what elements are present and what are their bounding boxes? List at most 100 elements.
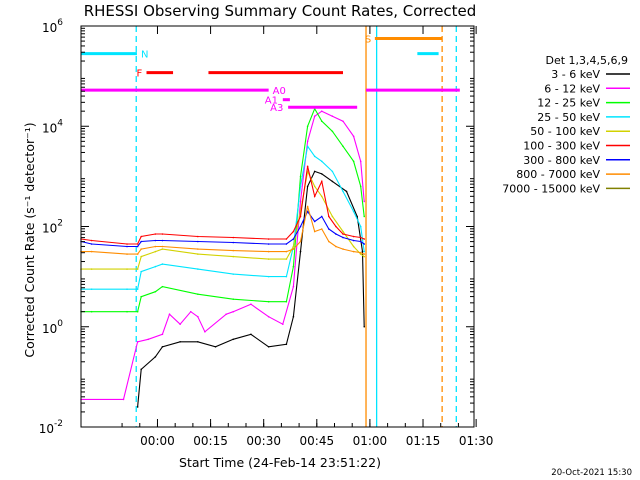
data-point-800-7000-kev-1 [90, 250, 93, 253]
data-point-100-300-kev-18 [342, 233, 344, 235]
state-bar-n: N [81, 50, 439, 61]
data-point-12-25-kev-10 [285, 300, 288, 303]
data-point-3-6-kev-24 [363, 325, 366, 328]
data-point-12-25-kev-18 [352, 160, 355, 163]
data-point-25-50-kev-17 [342, 190, 344, 193]
data-point-12-25-kev-15 [320, 120, 323, 123]
series-300-800-kev [80, 210, 366, 248]
state-bar-label-a3: A3 [270, 103, 283, 114]
y-tick-label-4: 106 [42, 18, 63, 35]
data-point-800-7000-kev-8 [232, 249, 235, 252]
data-point-100-300-kev-19 [352, 235, 355, 238]
state-bar-a1: A1 [265, 96, 290, 107]
legend-label-7000-15000-kev: 7000 - 15000 keV [502, 182, 600, 195]
chart-title: RHESSI Observing Summary Count Rates, Co… [84, 2, 477, 20]
data-point-50-100-kev-10 [285, 258, 288, 260]
data-point-3-6-kev-9 [197, 340, 199, 343]
data-point-25-50-kev-18 [352, 210, 355, 213]
data-point-25-50-kev-15 [320, 160, 323, 163]
data-point-25-50-kev-19 [359, 225, 362, 228]
data-point-12-25-kev-5 [154, 290, 157, 293]
data-point-300-800-kev-16 [328, 228, 330, 230]
legend-label-3-6-kev: 3 - 6 keV [551, 68, 600, 81]
data-point-100-300-kev-14 [313, 195, 316, 198]
data-point-800-7000-kev-3 [136, 253, 139, 255]
data-point-50-100-kev-2 [126, 268, 128, 270]
data-point-50-100-kev-9 [267, 258, 270, 260]
data-point-12-25-kev-6 [161, 285, 164, 288]
data-point-50-100-kev-5 [154, 250, 157, 253]
data-point-800-7000-kev-2 [126, 253, 128, 255]
x-tick-label-4: 01:00 [353, 434, 388, 448]
data-point-100-300-kev-2 [126, 243, 128, 245]
data-point-100-300-kev-20 [359, 236, 362, 239]
data-point-6-12-kev-22 [352, 135, 355, 138]
y-tick-label-3: 104 [42, 118, 63, 135]
data-point-300-800-kev-6 [161, 239, 164, 242]
y-tick-exp-2: 2 [57, 219, 63, 229]
y-axis-label: Corrected Count Rate (s⁻¹ detector⁻¹) [22, 122, 37, 357]
state-bar-f: F [137, 69, 343, 80]
data-point-6-12-kev-16 [299, 200, 302, 203]
data-point-3-6-kev-19 [320, 173, 323, 175]
data-point-12-25-kev-17 [342, 145, 344, 148]
data-point-300-800-kev-4 [140, 240, 142, 243]
data-point-12-25-kev-20 [363, 215, 366, 218]
data-point-25-50-kev-2 [126, 288, 128, 290]
data-point-6-12-kev-18 [313, 115, 316, 118]
data-point-6-12-kev-24 [363, 200, 366, 203]
legend-label-25-50-kev: 25 - 50 keV [537, 111, 600, 124]
series-line-800-7000-kev-0 [81, 206, 365, 255]
data-point-300-800-kev-15 [320, 215, 323, 218]
data-point-50-100-kev-19 [359, 253, 362, 255]
data-point-300-800-kev-7 [197, 240, 199, 243]
data-point-100-300-kev-7 [197, 235, 199, 238]
series-50-100-kev [80, 169, 366, 270]
timestamp-label: 20-Oct-2021 15:30 [551, 468, 632, 478]
data-point-800-7000-kev-5 [154, 245, 157, 248]
data-point-6-12-kev-21 [342, 120, 344, 123]
data-point-25-50-kev-4 [140, 270, 142, 273]
data-point-800-7000-kev-7 [197, 248, 199, 250]
legend-header: Det 1,3,4,5,6,9 [545, 54, 628, 67]
state-bar-label-n: N [141, 50, 148, 61]
data-point-25-50-kev-10 [285, 275, 288, 278]
data-point-300-800-kev-2 [126, 245, 128, 248]
data-point-12-25-kev-1 [90, 310, 93, 313]
data-point-300-800-kev-12 [299, 225, 302, 228]
data-point-25-50-kev-7 [197, 268, 199, 270]
y-tick-label-0: 10-2 [39, 419, 63, 436]
data-point-6-12-kev-11 [232, 310, 235, 313]
data-point-800-7000-kev-6 [161, 245, 164, 248]
data-point-12-25-kev-2 [126, 310, 128, 313]
data-point-800-7000-kev-19 [352, 250, 355, 253]
y-tick-exp-1: 0 [57, 319, 63, 329]
data-point-100-300-kev-8 [232, 236, 235, 239]
x-tick-label-2: 00:30 [246, 434, 281, 448]
series-800-7000-kev [80, 205, 366, 255]
x-tick-label-6: 01:30 [459, 434, 494, 448]
state-bar-label-f: F [137, 69, 143, 80]
x-tick-label-1: 00:15 [193, 434, 228, 448]
data-point-6-12-kev-19 [320, 110, 323, 113]
state-bar-a3: A3 [270, 103, 358, 114]
y-tick-label-2: 102 [42, 219, 63, 236]
data-point-3-6-kev-11 [232, 338, 235, 341]
data-point-800-7000-kev-21 [363, 253, 366, 255]
data-point-6-12-kev-9 [204, 330, 206, 333]
data-point-6-12-kev-12 [250, 303, 252, 305]
data-point-6-12-kev-1 [122, 398, 125, 401]
x-tick-label-3: 00:45 [300, 434, 335, 448]
data-point-300-800-kev-1 [90, 243, 93, 245]
series-100-300-kev [80, 165, 366, 245]
data-point-6-12-kev-14 [282, 323, 284, 326]
x-tick-label-0: 00:00 [140, 434, 175, 448]
y-tick-base-3: 10 [42, 121, 57, 135]
data-point-50-100-kev-4 [140, 255, 142, 258]
data-point-100-300-kev-11 [292, 230, 295, 233]
series-line-300-800-kev-0 [80, 210, 365, 248]
data-point-100-300-kev-12 [299, 215, 302, 218]
data-point-25-50-kev-12 [299, 185, 302, 188]
data-point-6-12-kev-3 [147, 338, 150, 341]
